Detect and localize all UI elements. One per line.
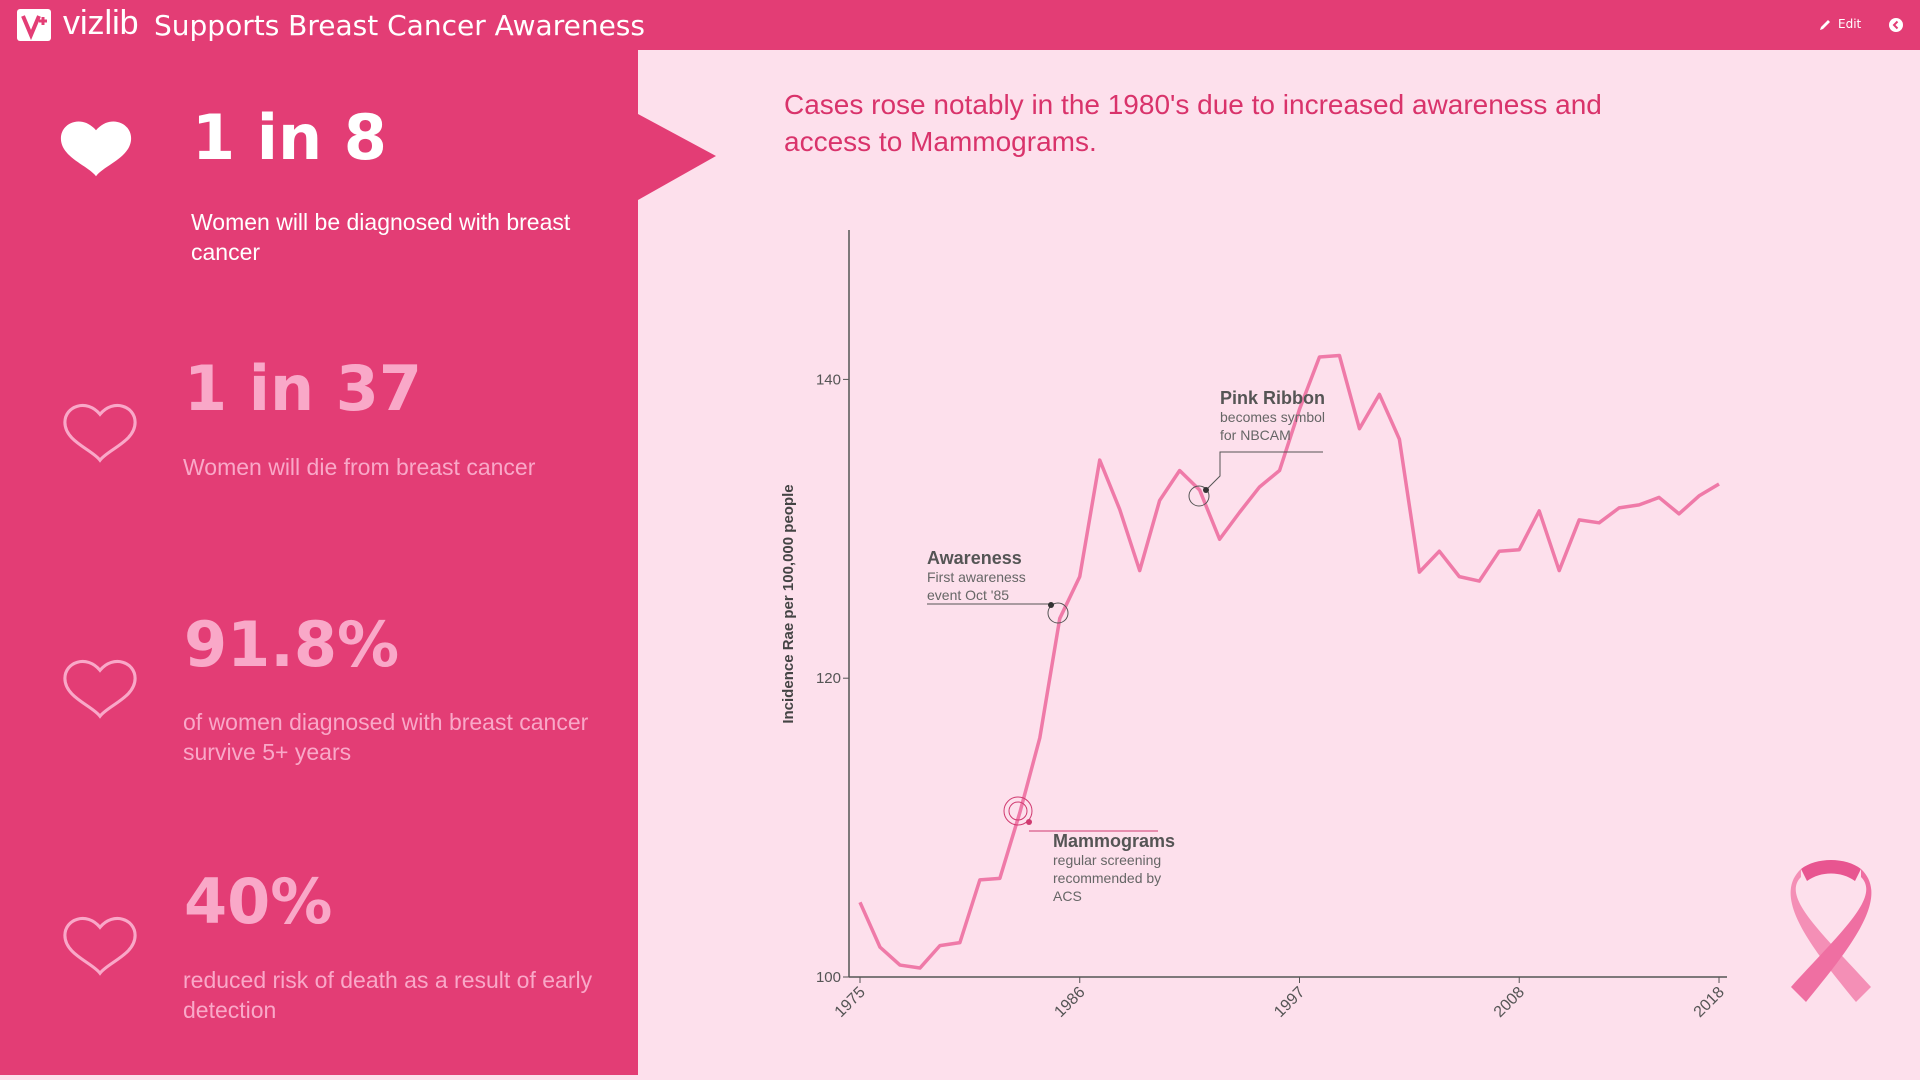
- annotation-text: becomes symbol: [1220, 409, 1325, 425]
- annotation-title: Mammograms: [1053, 831, 1175, 851]
- dot: [1203, 487, 1209, 493]
- y-tick-label: 120: [816, 670, 841, 687]
- y-tick-label: 140: [816, 371, 841, 388]
- logo: vizlib: [63, 4, 139, 42]
- stat-value: 40%: [184, 865, 333, 938]
- annotation-text: ACS: [1053, 888, 1082, 904]
- leader: [1205, 451, 1323, 491]
- logo-icon: [17, 9, 51, 41]
- stat-value: 1 in 8: [192, 101, 387, 174]
- heart-icon: [63, 659, 137, 719]
- annotation-text: event Oct '85: [927, 587, 1009, 603]
- stat-text: reduced risk of death as a result of ear…: [183, 967, 593, 1023]
- heart-icon: [63, 403, 137, 463]
- stat-value: 91.8%: [184, 608, 400, 681]
- headline: Cases rose notably in the 1980's due to …: [784, 89, 1602, 157]
- annotation-title: Awareness: [927, 548, 1022, 568]
- heart-icon: [60, 121, 132, 177]
- heart-icon: [63, 916, 137, 976]
- x-tick-label: 1975: [832, 984, 869, 1021]
- header: vizlib Supports Breast Cancer Awareness …: [0, 0, 1920, 50]
- app-title: Supports Breast Cancer Awareness: [154, 9, 645, 42]
- dot: [1026, 819, 1032, 825]
- edit-button[interactable]: Edit: [1838, 17, 1862, 31]
- ribbon-icon: [1790, 860, 1872, 1002]
- edit-icon[interactable]: [1818, 18, 1832, 32]
- annotation-text: regular screening: [1053, 852, 1161, 868]
- y-tick-label: 100: [816, 969, 841, 986]
- annotation-text: First awareness: [927, 569, 1026, 585]
- stat-text: of women diagnosed with breast cancer su…: [183, 709, 589, 765]
- stat-text: Women will be diagnosed with breast canc…: [191, 209, 571, 265]
- x-tick-label: 1986: [1051, 984, 1088, 1021]
- stats-panel: 1 in 8 Women will be diagnosed with breas…: [0, 50, 638, 1075]
- annotation-text: recommended by: [1053, 870, 1161, 886]
- x-tick-label: 2018: [1691, 984, 1728, 1021]
- back-button[interactable]: [1888, 17, 1904, 33]
- stat-text: Women will die from breast cancer: [183, 454, 536, 480]
- annotation-title: Pink Ribbon: [1220, 388, 1325, 408]
- y-axis-label: Incidence Rae per 100,000 people: [780, 484, 797, 723]
- stat-value: 1 in 37: [184, 352, 422, 425]
- annotation-text: for NBCAM: [1220, 427, 1291, 443]
- marker: [1188, 485, 1210, 507]
- pointer: [638, 114, 716, 200]
- dot: [1048, 602, 1054, 608]
- x-tick-label: 1997: [1271, 984, 1308, 1021]
- marker: [1003, 796, 1033, 826]
- x-tick-label: 2008: [1491, 984, 1528, 1021]
- line: [858, 353, 1720, 970]
- marker: [1008, 801, 1028, 821]
- marker: [1047, 602, 1069, 624]
